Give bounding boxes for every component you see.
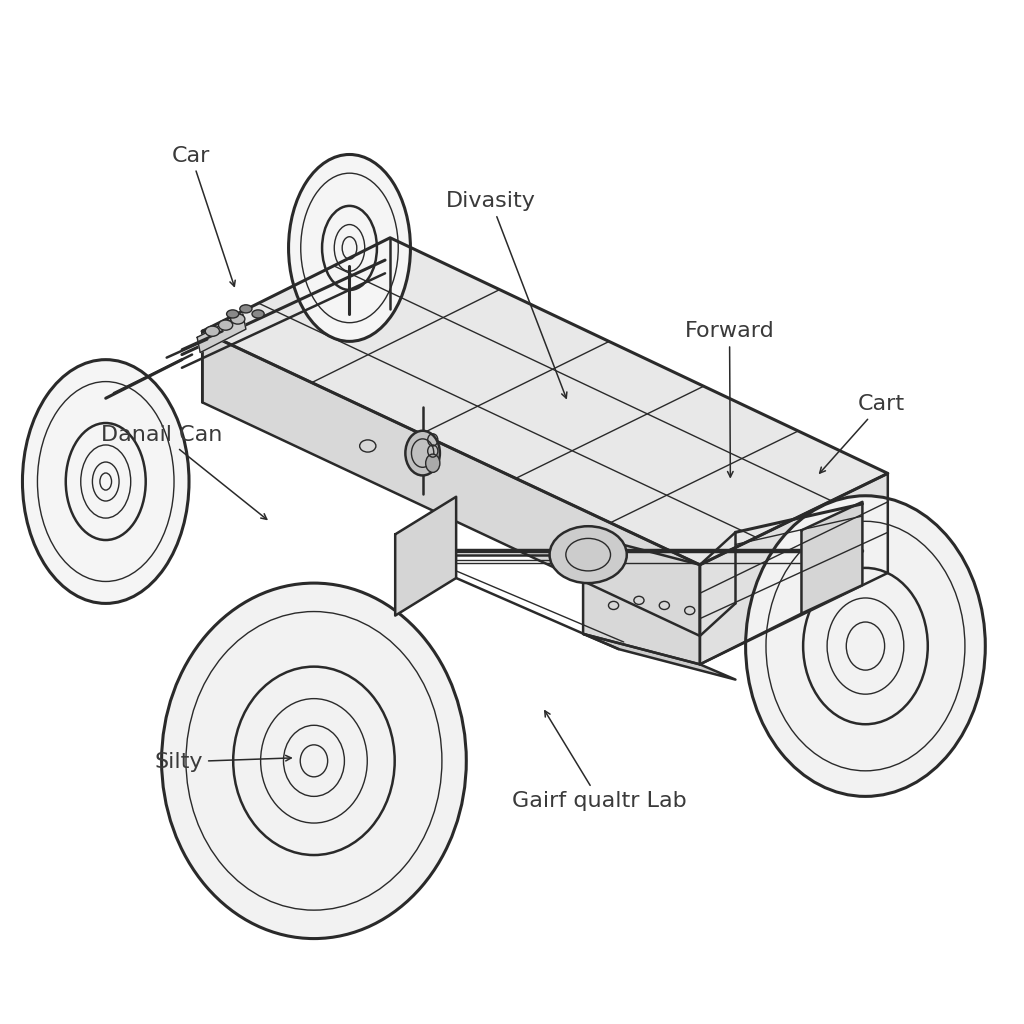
Ellipse shape — [162, 583, 466, 939]
Ellipse shape — [230, 314, 245, 325]
Polygon shape — [202, 238, 888, 565]
Ellipse shape — [745, 496, 985, 797]
Ellipse shape — [289, 155, 411, 341]
Ellipse shape — [550, 526, 627, 583]
Polygon shape — [802, 502, 862, 613]
Polygon shape — [395, 497, 456, 615]
Text: Forward: Forward — [685, 322, 774, 477]
Text: Danail Can: Danail Can — [100, 425, 267, 519]
Ellipse shape — [426, 454, 440, 472]
Ellipse shape — [205, 326, 219, 336]
Ellipse shape — [23, 359, 189, 603]
Polygon shape — [699, 473, 888, 665]
Text: Car: Car — [172, 145, 236, 287]
Ellipse shape — [240, 305, 252, 313]
Ellipse shape — [226, 310, 239, 318]
Polygon shape — [198, 314, 246, 352]
Ellipse shape — [406, 431, 440, 475]
Text: Cart: Cart — [819, 394, 904, 473]
Polygon shape — [583, 634, 735, 680]
Polygon shape — [202, 331, 699, 636]
Ellipse shape — [218, 321, 232, 330]
Text: Silty: Silty — [155, 752, 291, 772]
Text: Gairf qualtr Lab: Gairf qualtr Lab — [512, 711, 687, 811]
Text: Divasity: Divasity — [446, 191, 567, 398]
Ellipse shape — [252, 310, 264, 318]
Polygon shape — [583, 535, 699, 665]
